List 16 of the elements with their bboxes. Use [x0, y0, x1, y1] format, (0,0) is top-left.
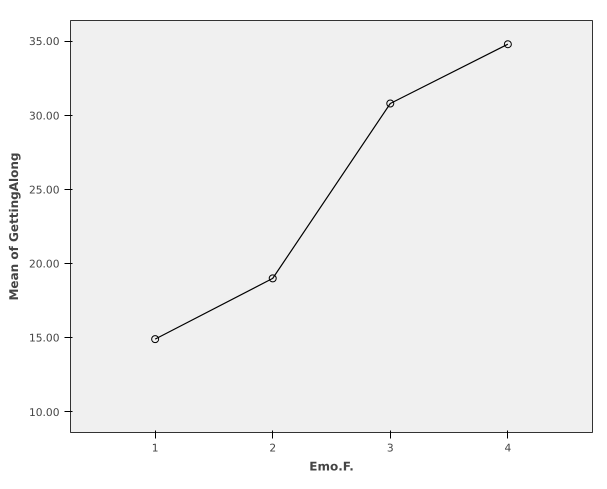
x-tick-label: 2 [269, 442, 276, 454]
x-tick-label: 1 [152, 442, 159, 454]
x-axis-title: Emo.F. [309, 460, 354, 474]
x-tick-label: 4 [504, 442, 512, 454]
y-tick-label: 35.00 [28, 35, 60, 48]
point [151, 335, 160, 344]
point [504, 40, 512, 48]
y-tick-label: 15.00 [28, 332, 60, 345]
y-tick-label: 25.00 [28, 183, 60, 196]
y-axis-title: Mean of GettingAlong [6, 152, 21, 301]
y-tick-label: 30.00 [28, 109, 60, 122]
point [268, 274, 277, 282]
y-tick-label: 20.00 [28, 258, 60, 271]
x-tick-label: 3 [386, 442, 394, 454]
y-tick-label: 10.00 [28, 406, 60, 419]
point [386, 100, 394, 108]
